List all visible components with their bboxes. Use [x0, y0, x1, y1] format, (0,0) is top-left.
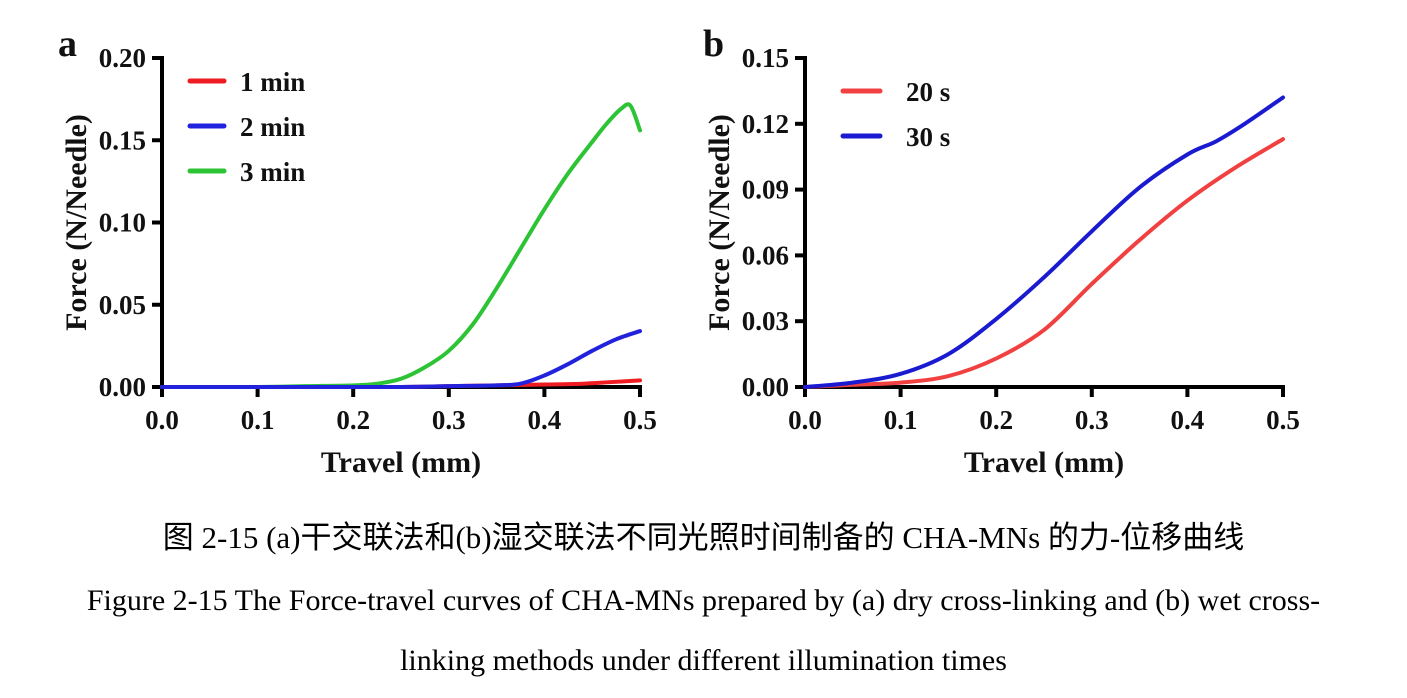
x-tick-label: 0.5: [623, 405, 657, 435]
legend-label-2-min: 2 min: [240, 112, 305, 142]
panel-label-b: b: [703, 23, 725, 65]
y-tick-label: 0.05: [99, 290, 146, 320]
series-line-30-s: [803, 95, 1285, 389]
y-axis-title: Force (N/Needle): [60, 114, 93, 331]
y-tick-label: 0.10: [99, 208, 146, 238]
x-tick-label: 0.0: [145, 405, 179, 435]
legend-label-3-min: 3 min: [240, 157, 305, 187]
series-line-2-min: [160, 329, 642, 390]
y-tick-label: 0.00: [742, 372, 789, 402]
y-tick-label: 0.15: [99, 125, 146, 155]
caption-chinese: 图 2-15 (a)干交联法和(b)湿交联法不同光照时间制备的 CHA-MNs …: [162, 520, 1245, 555]
series-line-20-s: [803, 137, 1285, 389]
chart-b: 0.0 0.1 0.2 0.3 0.4 0.5 0.00 0.03 0.06 0.09 0.12 0.…: [703, 43, 1300, 479]
chart-a: 0.0 0.1 0.2 0.3 0.4 0.5 0.00 0.05 0.10 0.15 0.20 Tr…: [60, 43, 657, 479]
x-tick-label: 0.2: [979, 405, 1013, 435]
y-tick-label: 0.00: [99, 372, 146, 402]
legend-label-30-s: 30 s: [906, 122, 950, 152]
x-tick-label: 0.1: [884, 405, 918, 435]
series-line-3-min: [160, 102, 642, 390]
x-axis-title: Travel (mm): [321, 446, 481, 479]
x-tick-label: 0.5: [1266, 405, 1300, 435]
y-tick-label: 0.03: [742, 306, 789, 336]
x-tick-label: 0.2: [336, 405, 370, 435]
x-tick-label: 0.4: [1171, 405, 1205, 435]
caption-english-line2: linking methods under different illumina…: [400, 644, 1007, 677]
x-axis-title: Travel (mm): [964, 446, 1124, 479]
x-tick-label: 0.1: [241, 405, 275, 435]
y-tick-label: 0.12: [742, 109, 789, 139]
caption-english-line1: Figure 2-15 The Force-travel curves of C…: [86, 584, 1321, 617]
y-axis-title: Force (N/Needle): [703, 114, 736, 331]
x-tick-label: 0.0: [788, 405, 822, 435]
x-tick-label: 0.3: [1075, 405, 1109, 435]
panel-label-a: a: [58, 23, 77, 65]
y-tick-label: 0.09: [742, 175, 789, 205]
legend-label-1-min: 1 min: [240, 67, 305, 97]
x-tick-label: 0.4: [528, 405, 562, 435]
x-tick-label: 0.3: [432, 405, 466, 435]
y-tick-label: 0.06: [742, 240, 789, 270]
y-tick-label: 0.15: [742, 43, 789, 73]
y-tick-label: 0.20: [99, 43, 146, 73]
legend-label-20-s: 20 s: [906, 77, 950, 107]
